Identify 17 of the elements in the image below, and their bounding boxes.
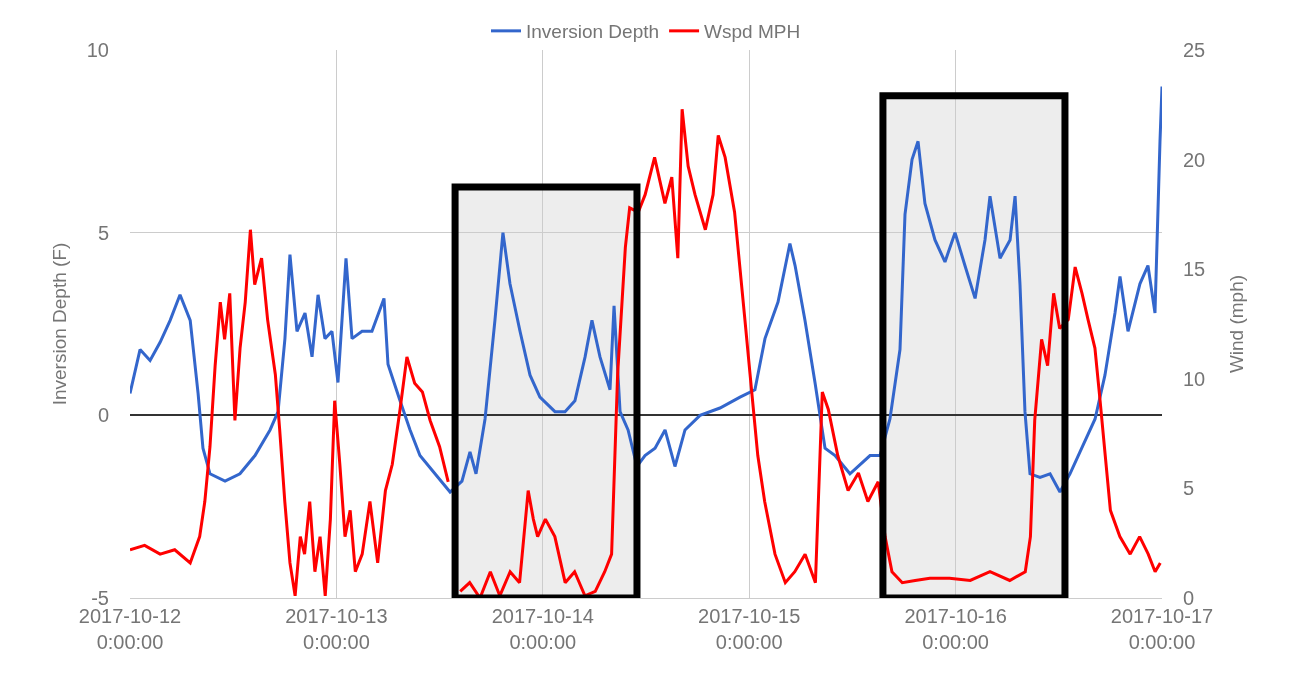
y-tick-label: 5	[97, 221, 109, 244]
line-series	[130, 85, 1162, 494]
y2-tick-label: 10	[1183, 367, 1206, 390]
y-tick-label: 0	[97, 404, 109, 427]
legend-label: Wspd MPH	[704, 21, 801, 43]
y2-tick-label: 25	[1183, 39, 1206, 61]
legend-label: Inversion Depth	[526, 21, 660, 43]
y2-tick-label: 20	[1183, 148, 1206, 171]
y2-tick-label: 15	[1183, 258, 1206, 281]
x-tick-label: 2017-10-14 0:00:00	[491, 605, 594, 653]
x-tick-label: 2017-10-16 0:00:00	[904, 605, 1007, 653]
y-tick-label: 10	[86, 39, 109, 61]
y-axis-title: Inversion Depth (F)	[48, 242, 70, 406]
x-tick-label: 2017-10-13 0:00:00	[285, 605, 388, 653]
x-tick-label: 2017-10-15 0:00:00	[698, 605, 801, 653]
y2-tick-label: 5	[1183, 477, 1195, 500]
y2-axis-title: Wind (mph)	[1226, 274, 1248, 374]
